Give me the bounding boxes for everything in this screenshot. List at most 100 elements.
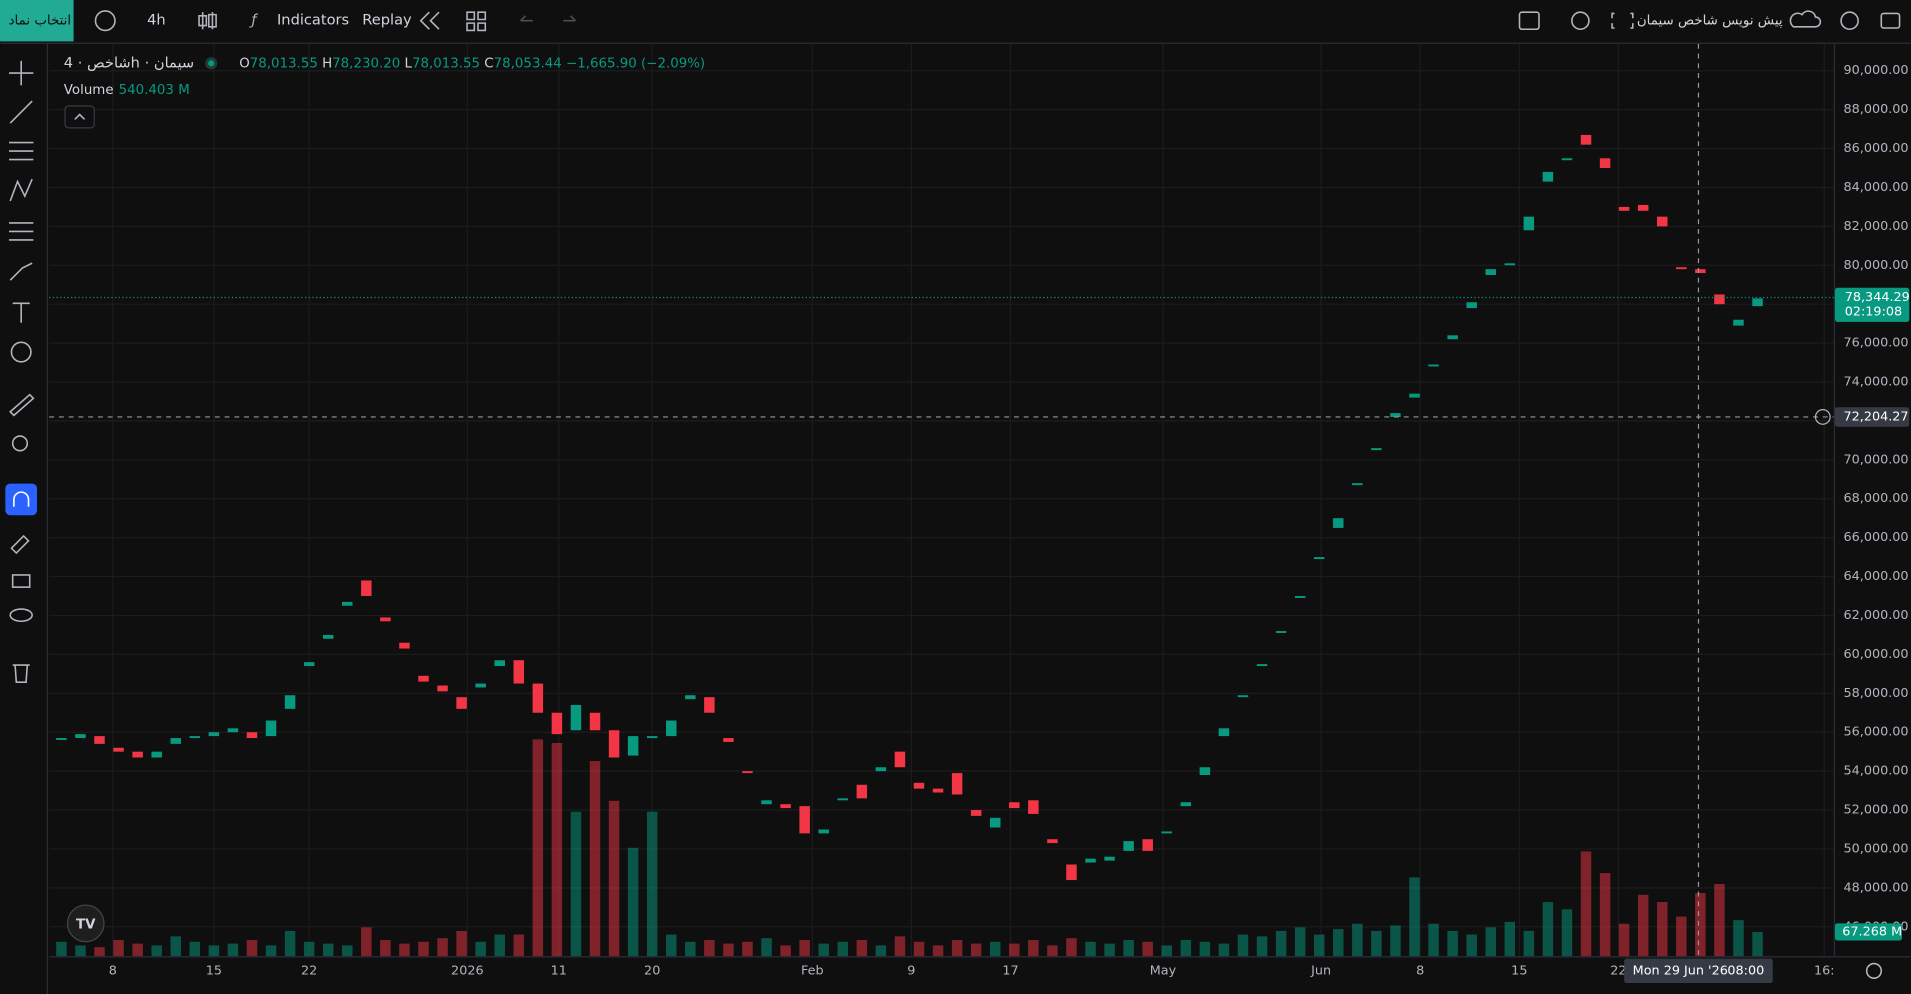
volume-bar <box>1275 930 1287 957</box>
ohlc-value: 78,013.55 <box>412 56 480 71</box>
candle-body <box>608 730 620 758</box>
ruler-tool[interactable] <box>9 393 35 417</box>
fib-tool[interactable] <box>9 141 34 161</box>
cloud-icon[interactable] <box>1789 10 1822 28</box>
volume-bar <box>570 811 582 957</box>
candle-body <box>951 773 963 795</box>
candle-body <box>1199 767 1211 776</box>
x-tick-label: 11 <box>551 963 567 978</box>
candle-body <box>189 736 201 739</box>
ohlc-key: H <box>322 56 332 71</box>
volume-bar <box>1428 923 1439 957</box>
snapshot-icon[interactable] <box>1880 12 1901 29</box>
x-tick-label: 20 <box>644 963 660 978</box>
x-tick-label: May <box>1150 963 1177 978</box>
magnet-tool[interactable] <box>5 483 38 516</box>
add-alert-button <box>1814 409 1831 425</box>
crosshair-time-box <box>1624 958 1773 984</box>
candle-body <box>1428 364 1439 367</box>
volume-bar <box>1085 941 1096 957</box>
volume-bar <box>322 943 334 957</box>
volume-bar <box>970 943 982 957</box>
symbol-button-label[interactable]: انتخاب نماد <box>9 14 72 29</box>
volume-bar <box>1695 892 1706 957</box>
market-status-dot <box>208 60 215 67</box>
top-toolbar <box>0 0 1911 43</box>
y-tick-label: 50,000.00 <box>1844 841 1909 856</box>
volume-bar <box>1199 941 1211 957</box>
settings-icon[interactable] <box>1840 11 1859 31</box>
delete-tool[interactable] <box>12 664 30 683</box>
alert-icon[interactable] <box>1571 11 1590 31</box>
expand-icon[interactable] <box>1611 12 1634 29</box>
undo-redo-icons[interactable] <box>520 15 577 22</box>
forecast-tool[interactable] <box>9 222 34 241</box>
interval-button[interactable]: 4h <box>147 12 166 29</box>
text-tool[interactable] <box>12 302 30 323</box>
crosshair-time-label: 08:00 <box>1727 963 1764 978</box>
volume-bar <box>685 941 696 957</box>
trendline-tool[interactable] <box>9 100 33 124</box>
volume-bar <box>399 943 410 957</box>
volume-bar <box>742 941 753 957</box>
volume-bar <box>113 939 124 957</box>
volume-bar <box>856 939 868 957</box>
fullscreen-toggle[interactable] <box>1518 11 1540 31</box>
candle-body <box>151 751 162 758</box>
volume-bar <box>989 941 1001 957</box>
candle-body <box>989 817 1001 828</box>
collapse-legend[interactable] <box>64 105 95 129</box>
replay-button[interactable]: Replay <box>362 12 412 29</box>
volume-bar <box>132 943 143 957</box>
volume-bar <box>951 939 963 957</box>
candle-body <box>932 788 944 793</box>
volume-bar <box>1180 939 1192 957</box>
volume-bar <box>932 945 944 957</box>
tv-logo[interactable] <box>66 904 105 943</box>
volume-bar <box>1294 927 1306 957</box>
lock-drawing-tool[interactable] <box>10 534 30 555</box>
volume-bar <box>303 941 315 957</box>
volume-bar <box>799 939 810 957</box>
volume-bar <box>1485 927 1496 957</box>
zoom-tool[interactable] <box>11 435 29 452</box>
lock-tool[interactable] <box>11 574 31 588</box>
volume-bar <box>1047 945 1058 957</box>
volume-bar <box>1142 941 1153 957</box>
ohlc-key: L <box>405 56 413 71</box>
x-tick-label: 22 <box>1610 963 1626 978</box>
axis-settings[interactable] <box>1865 962 1883 979</box>
candle-body <box>1371 448 1382 451</box>
candle-body <box>1447 335 1458 340</box>
indicators-button[interactable]: Indicators <box>277 12 349 29</box>
candle-body <box>1580 134 1592 145</box>
crosshair-price-label: 72,204.27 <box>1844 409 1909 424</box>
layout-icon[interactable] <box>466 11 487 32</box>
replay-icon[interactable] <box>419 11 440 30</box>
symbol-button[interactable] <box>0 0 74 42</box>
add-symbol-icon[interactable] <box>94 10 116 32</box>
brush-tool[interactable] <box>9 262 33 281</box>
candle-body <box>666 720 677 737</box>
candle-body <box>1637 204 1649 211</box>
chart-type-icon[interactable] <box>198 12 217 30</box>
x-tick-label: 8 <box>109 963 117 978</box>
candle-body <box>437 685 448 692</box>
tv-logo-text: TV <box>76 918 96 933</box>
emoji-tool[interactable] <box>10 341 32 363</box>
visibility-tool[interactable] <box>9 608 33 623</box>
countdown-label: 02:19:08 <box>1845 305 1902 320</box>
candle-body <box>1294 596 1306 598</box>
candle-body <box>1733 319 1744 326</box>
layout-name[interactable]: پیش نویس شاخص سیمان <box>1637 14 1783 29</box>
volume-bar <box>437 938 448 957</box>
candle-body <box>646 736 658 739</box>
candle-body <box>1333 518 1344 528</box>
change: −1,665.90 (−2.09%) <box>566 56 705 71</box>
crosshair-tool[interactable] <box>9 60 34 86</box>
indicators-icon[interactable]: ƒ <box>248 12 258 29</box>
pattern-tool[interactable] <box>9 178 33 202</box>
left-toolbar <box>5 60 38 683</box>
y-tick-label: 88,000.00 <box>1844 102 1909 117</box>
